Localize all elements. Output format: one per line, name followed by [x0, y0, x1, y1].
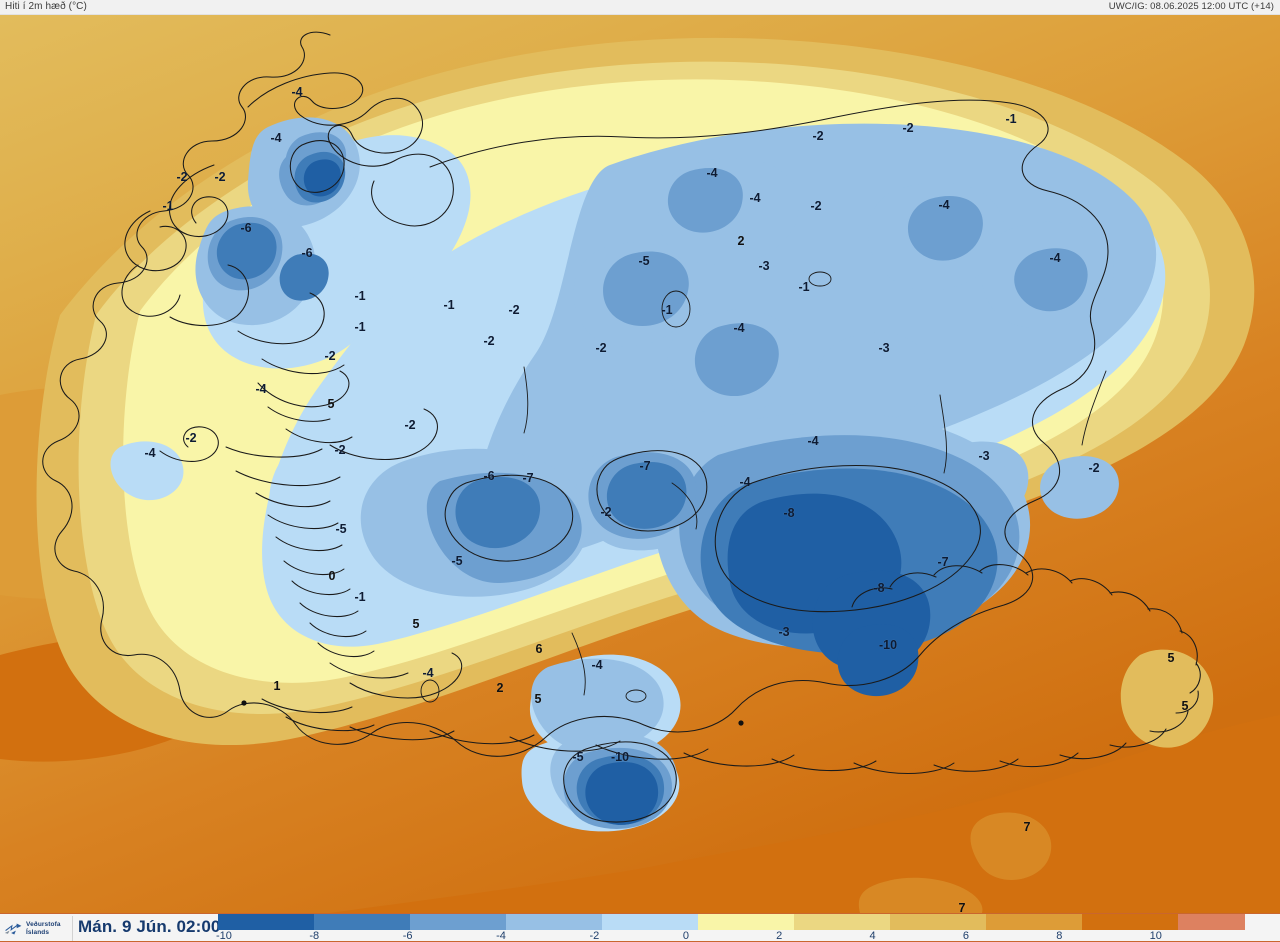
map-canvas[interactable]: -4 -4 -2 -2 -1 -6 -6 -1 -1 -2 -4 5 -4 -2 -2 -2 -5 -5 0 -1 5 1…: [0, 15, 1280, 913]
valid-time-stamp: Mán. 9 Jún. 02:00: [78, 917, 221, 936]
ocean-warm-spot-a: [970, 812, 1052, 880]
colorbar-tick: 4: [869, 930, 876, 942]
map-title: Hiti í 2m hæð (°C): [5, 1, 87, 12]
vedurstofa-logo[interactable]: Veðurstofa Íslands: [4, 918, 70, 939]
colorbar-tick: 8: [1056, 930, 1063, 942]
model-run-info: UWC/IG: 08.06.2025 12:00 UTC (+14): [1108, 1, 1274, 12]
colorbar-swatch[interactable]: [698, 914, 795, 930]
colorbar-swatch[interactable]: [794, 914, 891, 930]
temp-band-minus10-minus8: [303, 159, 931, 825]
colorbar-swatch[interactable]: [410, 914, 507, 930]
colorbar-tick: 2: [776, 930, 783, 942]
map-header-bar: Hiti í 2m hæð (°C) UWC/IG: 08.06.2025 12…: [0, 0, 1280, 15]
footer-divider: [72, 916, 73, 941]
map-layers: [0, 15, 1280, 913]
city-marker: [241, 700, 247, 706]
colorbar-tick: -8: [309, 930, 320, 942]
colorbar-tick: -2: [589, 930, 600, 942]
logo-line-1: Veðurstofa: [26, 920, 61, 928]
colorbar-swatch[interactable]: [890, 914, 987, 930]
wind-arrow-icon: [4, 922, 22, 935]
colorbar-swatch[interactable]: [986, 914, 1083, 930]
colorbar-swatch[interactable]: [1178, 914, 1246, 930]
city-marker: [738, 720, 744, 726]
ocean-warm-spot-b: [858, 877, 983, 913]
colorbar-swatch[interactable]: [506, 914, 603, 930]
colorbar-tick: 6: [962, 930, 970, 942]
colorbar-tick: 10: [1149, 930, 1162, 942]
logo-line-2: Íslands: [26, 928, 50, 936]
colorbar-swatch[interactable]: [218, 914, 315, 930]
colorbar-tick: 0: [682, 930, 689, 942]
temperature-contour-map: [0, 15, 1280, 913]
colorbar-tick-labels: -10 -8 -6 -4 -2 0 2 4 6 8 10: [216, 930, 1280, 942]
ocean-band-6-8-islands: [1120, 649, 1214, 748]
temperature-colorbar[interactable]: [218, 914, 1246, 930]
logo-wordmark: Veðurstofa Íslands: [26, 921, 61, 936]
coastline-layer: [42, 31, 1201, 823]
colorbar-swatch[interactable]: [602, 914, 699, 930]
colorbar-tick: -6: [402, 930, 413, 942]
colorbar-swatch[interactable]: [1082, 914, 1179, 930]
colorbar-tick: -10: [216, 930, 232, 942]
colorbar-tick: -4: [496, 930, 506, 942]
colorbar-swatch[interactable]: [314, 914, 411, 930]
